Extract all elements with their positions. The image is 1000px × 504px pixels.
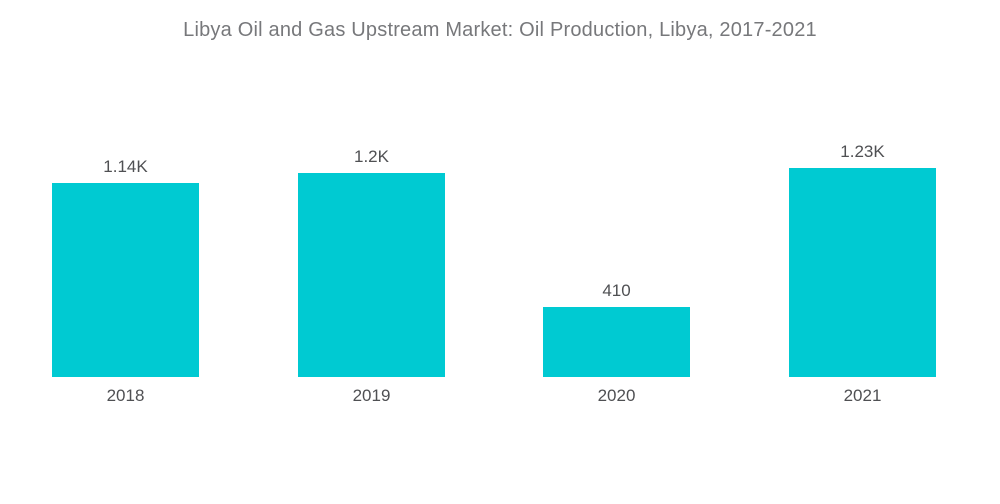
bar-value-label: 410	[602, 281, 631, 300]
bar-group: 1.14K 2018	[52, 157, 199, 405]
x-axis-label-2018: 2018	[106, 386, 145, 405]
bar-value-label: 1.14K	[103, 157, 148, 176]
bar-2018	[52, 183, 199, 377]
bar-group: 1.23K 2021	[789, 142, 936, 405]
bar-group: 410 2020	[543, 281, 690, 405]
x-axis-label-2021: 2021	[843, 386, 882, 405]
bar-group: 1.2K 2019	[298, 147, 445, 405]
bar-2020	[543, 307, 690, 377]
x-axis-label-2020: 2020	[597, 386, 636, 405]
x-axis-label-2019: 2019	[352, 386, 391, 405]
chart-title: Libya Oil and Gas Upstream Market: Oil P…	[183, 19, 817, 41]
bar-2021	[789, 168, 936, 377]
bar-value-label: 1.2K	[354, 147, 389, 166]
bar-value-label: 1.23K	[840, 142, 885, 161]
bar-2019	[298, 173, 445, 377]
